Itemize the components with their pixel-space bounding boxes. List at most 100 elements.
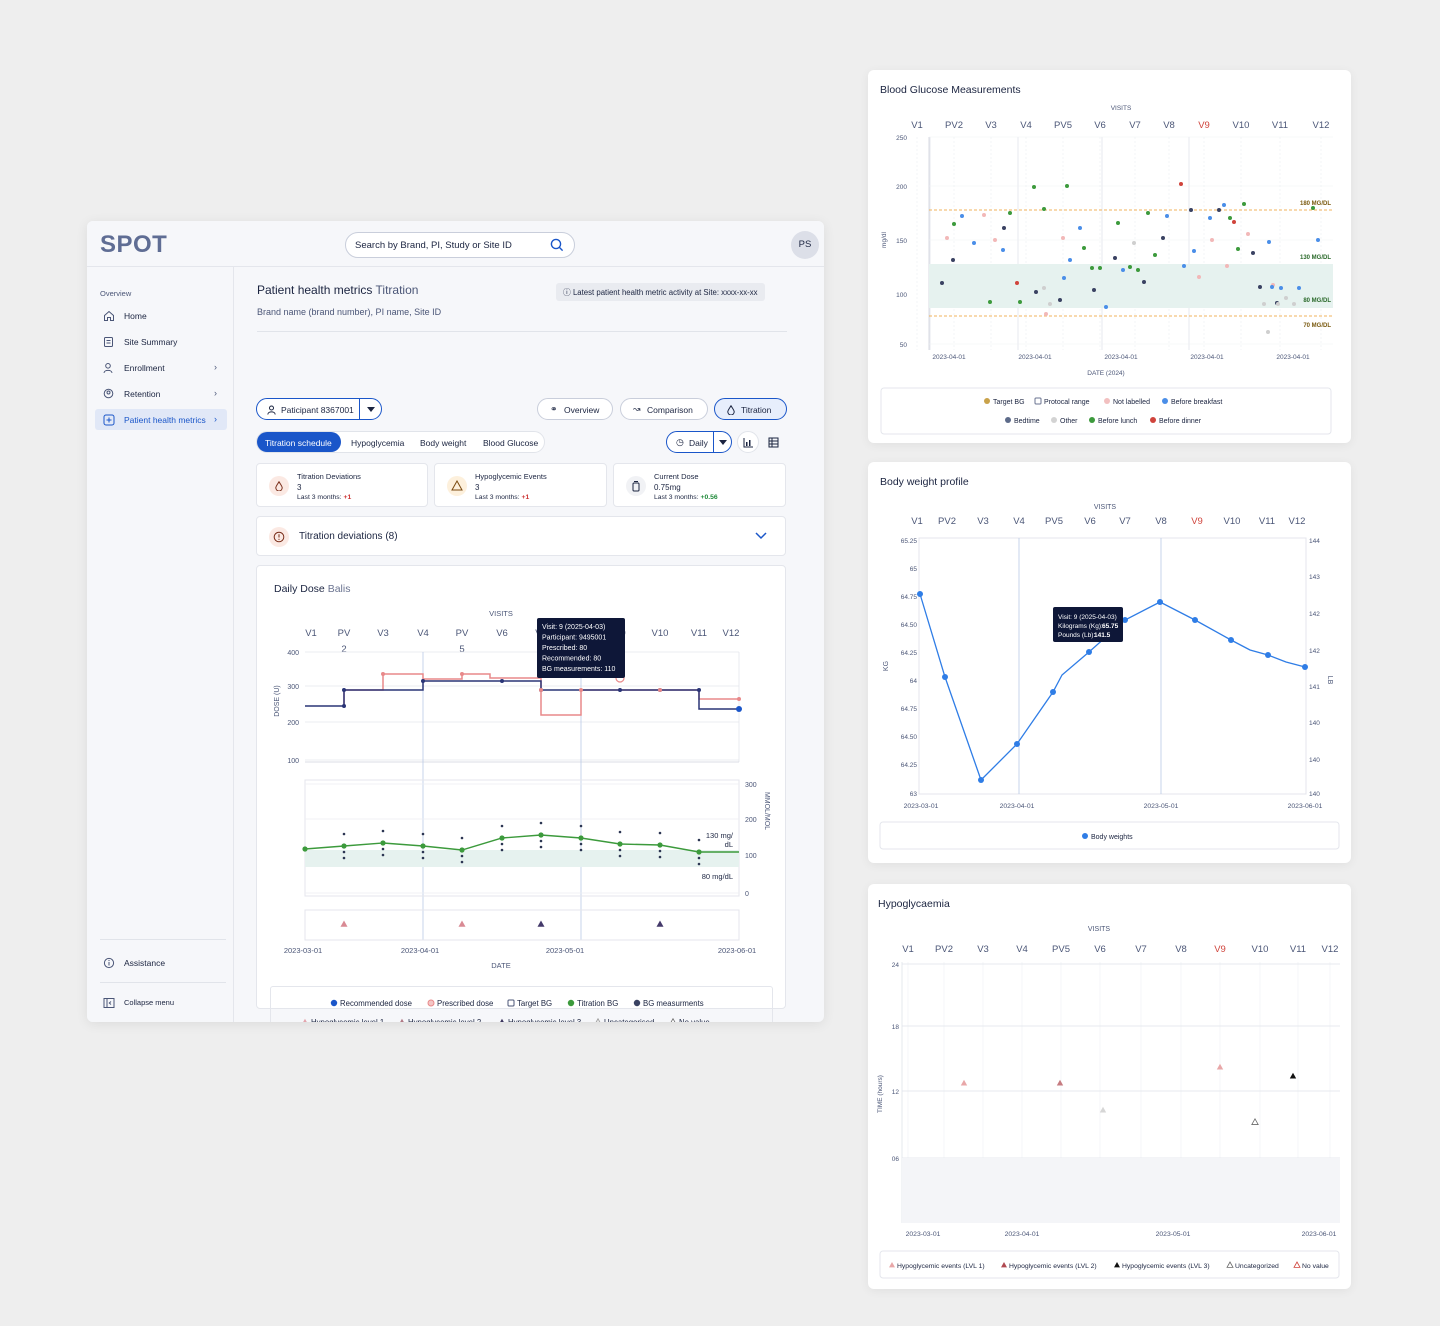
legend-label: Bedtime [1014, 418, 1040, 425]
sidebar-item-site-summary[interactable]: Site Summary [95, 331, 227, 352]
sidebar-item-patient-health-metrics[interactable]: Patient health metrics › [95, 409, 227, 430]
prescribed-point [658, 688, 662, 692]
bg-measurement-point [993, 238, 997, 242]
legend-item: No value [1293, 1261, 1329, 1270]
legend-label: Hypoglycemic events (LVL 1) [897, 1263, 985, 1270]
visit-label: V12 [723, 628, 740, 639]
period-select[interactable]: ◷ Daily [666, 431, 732, 453]
tab-hypoglycemia[interactable]: Hypoglycemia [351, 438, 405, 448]
date-tick: 2023-04-01 [1104, 354, 1138, 361]
legend-item: Body weights [1082, 833, 1133, 841]
y-left-tick: 64.75 [901, 594, 918, 601]
chevron-right-icon: › [214, 414, 217, 424]
legend-marker [1114, 1262, 1120, 1268]
visit-label: V10 [1233, 120, 1250, 131]
sidebar-item-enrollment[interactable]: Enrollment › [95, 357, 227, 378]
bg-measurement-point [1082, 246, 1086, 250]
bg-measurement-point [1217, 208, 1221, 212]
caret-down-icon [719, 440, 727, 445]
sidebar-item-retention[interactable]: Retention › [95, 383, 227, 404]
legend-item: Hypoglycemic level 2 [400, 1018, 481, 1022]
bg-measurement-point [1121, 268, 1125, 272]
stat-title: Current Dose [654, 472, 699, 481]
legend-item: Before lunch [1089, 417, 1137, 425]
bg-annotation: dL [725, 840, 733, 849]
avatar[interactable]: PS [791, 231, 819, 259]
sidebar-divider [100, 939, 226, 940]
y-left-tick: 65.25 [901, 538, 918, 545]
date-tick: 2023-04-01 [401, 946, 439, 955]
bg-measurement-point [1001, 248, 1005, 252]
legend-label: Other [1060, 418, 1078, 425]
legend-marker-hypo [303, 1018, 307, 1022]
legend-item: Target BG [984, 398, 1025, 406]
y-tick: 50 [900, 342, 908, 349]
participant-dropdown[interactable] [359, 399, 381, 419]
bg-measurement-point [1222, 203, 1226, 207]
bg-measurement-point [539, 845, 543, 849]
visit-label: V11 [691, 628, 707, 639]
date-tick: 2023-06-01 [1288, 803, 1323, 810]
bg-measurement-point [658, 831, 662, 835]
hypo-level1-marker [458, 920, 466, 927]
bg-measurement-point [1090, 266, 1094, 270]
tab-body-weight[interactable]: Body weight [420, 438, 467, 448]
bg-measurement-point [460, 836, 464, 840]
date-tick: 2023-04-01 [1005, 1231, 1040, 1238]
titration-deviations-accordion[interactable]: Titration deviations (8) [256, 516, 786, 556]
health-metrics-icon [103, 414, 115, 426]
tab-titration-schedule[interactable]: Titration schedule [257, 432, 341, 452]
collapse-menu-button[interactable]: Collapse menu [95, 992, 227, 1013]
visit-label: PV2 [945, 120, 963, 131]
assistance-button[interactable]: Assistance [95, 952, 227, 973]
view-titration-button[interactable]: Titration [714, 398, 787, 420]
bg-measurement-point [539, 839, 543, 843]
legend-marker [1001, 1262, 1007, 1268]
legend-label: Not labelled [1113, 399, 1150, 406]
body-weight-point [1086, 649, 1092, 655]
visits-label: VISITS [1094, 504, 1117, 511]
hypo-level1-marker [340, 920, 348, 927]
y-tick: 18 [892, 1024, 900, 1031]
table-view-button[interactable] [762, 431, 784, 453]
recommended-point [421, 679, 425, 683]
view-comparison-button[interactable]: ↝ Comparison [620, 398, 708, 420]
participant-select[interactable]: Paticipant 8367001 [256, 398, 382, 420]
bg-measurement-point [1048, 302, 1052, 306]
view-overview-button[interactable]: ⚭ Overview [537, 398, 613, 420]
y-tick: 150 [896, 238, 907, 245]
visit-label: V9 [1214, 944, 1226, 955]
date-tick: 2023-04-01 [1000, 803, 1035, 810]
visit-label: 5 [459, 644, 464, 655]
chart-view-button[interactable] [737, 431, 759, 453]
chevron-down-icon[interactable] [755, 532, 767, 540]
plot-frame [918, 537, 1307, 795]
tab-blood-glucose[interactable]: Blood Glucose [483, 438, 539, 448]
bg-measurement-point [421, 856, 425, 860]
y-tick: 250 [896, 135, 907, 142]
sidebar-item-home[interactable]: Home [95, 305, 227, 326]
visit-label: V3 [377, 628, 389, 639]
bg-measurement-point [1068, 258, 1072, 262]
legend-marker-hypo [670, 1017, 676, 1022]
legend-item: Uncategorized [1226, 1261, 1279, 1270]
table-icon [768, 437, 779, 448]
threshold-label: 180 MG/DL [1300, 201, 1331, 207]
bg-measurement-point [579, 842, 583, 846]
period-dropdown[interactable] [713, 432, 731, 452]
legend-label: Target BG [993, 399, 1025, 406]
y-right-tick: 142 [1309, 648, 1320, 655]
bg-measurement-point [1284, 296, 1288, 300]
tooltip-line: Pounds (Lb): [1058, 632, 1095, 639]
search-input[interactable]: Search by Brand, PI, Study or Site ID [345, 232, 575, 258]
recommended-point [342, 688, 346, 692]
bg-measurement-point [1092, 288, 1096, 292]
visit-label: V4 [1020, 120, 1032, 131]
app-logo: SPOT [100, 231, 168, 258]
bg-measurement-point [342, 856, 346, 860]
hypoglycaemia-card: Hypoglycaemia VISITS V1 PV2 V3 V4 PV5 V6 V7 V8 V9… [868, 884, 1351, 1289]
search-icon[interactable] [550, 238, 564, 252]
titration-bg-point [420, 843, 426, 849]
body-weight-point [1122, 617, 1128, 623]
bg-measurement-point [539, 821, 543, 825]
